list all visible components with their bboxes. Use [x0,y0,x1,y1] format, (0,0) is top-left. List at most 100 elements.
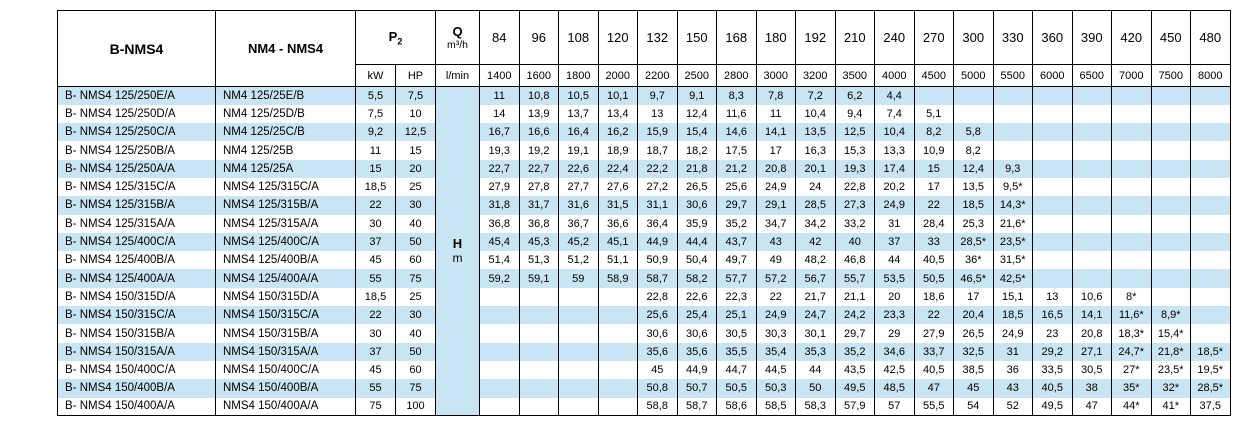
model-b-nms4-cell: B- NMS4 125/400B/A [57,251,216,270]
head-value-cell: 30,6 [637,324,678,343]
head-value-cell [1111,214,1152,233]
head-value-cell: 32,5 [953,342,994,361]
head-value-cell [1190,86,1231,105]
head-value-cell [1111,177,1152,197]
head-value-cell: 31,5 [597,196,638,215]
head-value-cell [1150,287,1191,307]
head-value-cell [1111,269,1152,288]
head-value-cell: 25,6 [637,306,678,325]
model-b-nms4-cell: B- NMS4 150/400A/A [57,397,216,416]
head-value-cell [1032,159,1073,178]
head-value-cell [1071,177,1112,197]
head-value-cell: 37,5 [1190,397,1231,416]
head-value-cell [1032,232,1073,252]
head-value-cell: 35,5 [716,342,757,361]
head-value-cell: 23,5* [992,232,1033,252]
head-value-cell: 18,7 [637,141,678,160]
model-b-nms4-cell: B- NMS4 125/250A/A [57,159,216,178]
head-value-cell: 35,4 [755,342,796,361]
head-value-cell [1190,287,1231,307]
power-hp-cell: 12,5 [395,123,436,142]
head-value-cell: 19,3 [834,159,875,178]
head-value-cell: 45,2 [558,232,599,252]
flow-header-m3h: 150 [676,10,717,65]
power-hp-cell: 75 [395,269,436,288]
head-value-cell: 23,5* [1150,360,1191,380]
pump-row: B- NMS4 150/400B/A NMS4 150/400B/A 55 75 50,… [57,379,1231,398]
head-value-cell: 45,4 [479,232,520,252]
head-value-cell: 31 [874,214,915,233]
head-value-cell [558,324,599,343]
head-value-cell: 32* [1150,379,1191,398]
head-value-cell: 29,1 [755,196,796,215]
head-value-cell: 27,9 [479,177,520,197]
head-value-cell: 20,1 [795,159,836,178]
model-b-nms4-cell: B- NMS4 125/250E/A [57,86,216,105]
flow-header-lmin: 4000 [874,64,915,87]
model-nm4-nms4-cell: NMS4 150/315B/A [215,324,356,343]
model-nm4-nms4-cell: NMS4 125/400B/A [215,251,356,270]
flow-header-lmin: 8000 [1190,64,1231,87]
head-value-cell: 33 [913,232,954,252]
head-value-cell [1190,269,1231,288]
head-value-cell: 31 [992,342,1033,361]
head-value-cell: 27,2 [637,177,678,197]
head-value-cell: 25,4 [676,306,717,325]
head-value-cell: 35,3 [795,342,836,361]
head-value-cell: 24,9 [874,196,915,215]
model-b-nms4-cell: B- NMS4 125/250D/A [57,104,216,124]
head-value-cell: 17 [755,141,796,160]
head-value-cell: 19,1 [558,141,599,160]
head-value-cell: 45 [953,379,994,398]
head-value-cell: 14,1 [755,123,796,142]
head-value-cell [479,306,520,325]
head-value-cell: 23 [1032,324,1073,343]
head-value-cell: 28,5 [795,196,836,215]
head-value-cell [597,306,638,325]
head-value-cell: 18,9 [597,141,638,160]
head-value-cell [992,104,1033,124]
pump-row: B- NMS4 125/250B/A NM4 125/25B 11 15 19,3 19,… [57,141,1231,160]
head-value-cell [1032,104,1073,124]
head-value-cell: 13,9 [518,104,559,124]
head-value-cell: 18,5 [992,306,1033,325]
head-value-cell: 13,5 [795,123,836,142]
head-value-cell: 44,9 [676,360,717,380]
head-value-cell: 40,5 [913,251,954,270]
head-value-cell: 9,1 [676,86,717,105]
head-value-cell [913,86,954,105]
head-value-cell: 9,3 [992,159,1033,178]
head-value-cell: 35,2 [716,214,757,233]
head-value-cell: 43,5 [834,360,875,380]
head-value-cell: 56,7 [795,269,836,288]
head-value-cell: 17,4 [874,159,915,178]
model-nm4-nms4-cell: NM4 125/25D/B [215,104,356,124]
head-unit-meters: m [452,251,463,266]
head-value-cell [953,86,994,105]
head-value-cell: 14,1 [1071,306,1112,325]
head-value-cell [558,360,599,380]
pump-row: B- NMS4 125/250D/A NM4 125/25D/B 7,5 10 14 13… [57,104,1231,124]
head-value-cell: 44,9 [637,232,678,252]
model-nm4-nms4-cell: NMS4 125/315B/A [215,196,356,215]
power-hp-cell: 30 [395,306,436,325]
model-nm4-nms4-cell: NMS4 125/315A/A [215,214,356,233]
power-kw-cell: 15 [355,159,396,178]
head-value-cell [1071,86,1112,105]
power-hp-cell: 15 [395,141,436,160]
head-value-cell: 20,4 [953,306,994,325]
head-value-cell: 38,5 [953,360,994,380]
head-value-cell: 30,1 [795,324,836,343]
head-value-cell: 18,3* [1111,324,1152,343]
head-value-cell: 42,5* [992,269,1033,288]
head-value-cell: 22 [755,287,796,307]
head-value-cell: 36,4 [637,214,678,233]
head-value-cell: 33,2 [834,214,875,233]
head-value-cell: 20,8 [1071,324,1112,343]
model-b-nms4-cell: B- NMS4 150/400B/A [57,379,216,398]
head-value-cell: 55,5 [913,397,954,416]
head-value-cell: 22 [913,196,954,215]
head-value-cell: 13 [1032,287,1073,307]
head-value-cell: 8,9* [1150,306,1191,325]
head-value-cell [597,379,638,398]
